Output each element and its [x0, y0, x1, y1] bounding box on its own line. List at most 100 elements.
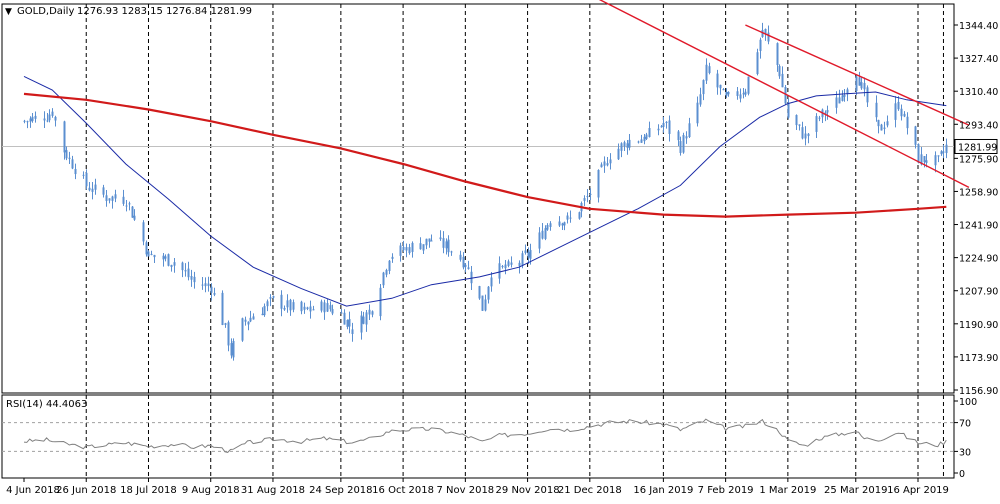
x-tick-label: 29 Nov 2018: [496, 485, 560, 496]
candle-body: [102, 187, 105, 195]
candle-body: [815, 116, 818, 132]
candle-body: [51, 111, 54, 116]
candle-body: [609, 159, 612, 164]
candle-body: [464, 264, 467, 267]
candle-body: [645, 134, 648, 139]
candle-body: [637, 141, 640, 143]
x-tick-label: 21 Dec 2018: [558, 485, 622, 496]
candle-body: [527, 251, 530, 258]
x-tick-label: 9 Aug 2018: [182, 485, 240, 496]
candle-body: [371, 311, 374, 315]
candle-body: [323, 302, 326, 313]
candle-body: [507, 261, 510, 266]
candle-body: [648, 128, 651, 138]
candle-body: [541, 230, 544, 239]
candle-body: [244, 319, 247, 322]
candle-body: [430, 240, 433, 242]
candle-body: [677, 131, 680, 141]
candle-body: [880, 124, 883, 131]
candle-body: [362, 316, 365, 324]
candle-body: [340, 312, 343, 314]
header-triangle-icon[interactable]: ▼: [5, 7, 12, 17]
moving-average-blue: [23, 75, 947, 307]
candle-body: [204, 283, 207, 287]
candle-body: [105, 195, 108, 201]
candle-body: [210, 286, 213, 293]
y-tick-label: 1224.90: [959, 254, 998, 265]
candle-body: [866, 87, 869, 103]
candle-body: [193, 276, 196, 283]
candle-body: [518, 262, 521, 267]
rsi-levels-layer: [2, 422, 954, 452]
candle-body: [280, 294, 283, 309]
candle-body: [855, 76, 858, 92]
candle-body: [807, 133, 810, 137]
candle-body: [498, 263, 501, 279]
x-tick-label: 16 Oct 2018: [372, 485, 434, 496]
candle-body: [679, 141, 682, 153]
candle-body: [351, 329, 354, 334]
candle-body: [343, 312, 346, 325]
x-tick-label: 1 Mar 2019: [759, 485, 816, 496]
candle-body: [643, 136, 646, 142]
candle-body: [925, 160, 928, 163]
candle-body: [558, 221, 561, 226]
candle-body: [589, 193, 592, 195]
candle-body: [600, 164, 603, 168]
candle-body: [249, 317, 252, 322]
y-tick-label: 1241.90: [959, 221, 998, 232]
candle-body: [408, 247, 411, 254]
candle-body: [626, 143, 629, 148]
x-tick-label: 7 Feb 2019: [698, 485, 754, 496]
y-axis-labels: 1344.40 1327.40 1310.40 1293.40 1275.90 1258.…: [954, 21, 998, 397]
candle-body: [91, 188, 94, 192]
candle-body: [546, 225, 549, 230]
candle-body: [23, 120, 26, 122]
candle-body: [422, 244, 425, 251]
candle-body: [688, 123, 691, 138]
candle-body: [108, 198, 111, 201]
candle-body: [725, 91, 728, 96]
main-plot-frame: [1, 3, 955, 394]
x-tick-label: 16 Apr 2019: [887, 485, 949, 496]
candle-body: [696, 102, 699, 124]
rsi-plot-frame: [1, 394, 955, 479]
candle-body: [71, 159, 74, 169]
x-tick-label: 25 Mar 2019: [824, 485, 887, 496]
candle-body: [402, 246, 405, 251]
candle-body: [266, 301, 269, 307]
candle-body: [292, 302, 295, 310]
candle-body: [88, 187, 91, 191]
current-price-label: 1281.99: [958, 142, 997, 153]
y-tick-label: 1173.90: [959, 353, 998, 364]
candle-body: [419, 243, 422, 250]
rsi-title: RSI(14) 44.4063: [6, 399, 87, 410]
candle-body: [173, 262, 176, 266]
candle-body: [934, 155, 937, 166]
rsi-y-axis-labels: 100 70 30 0: [954, 397, 977, 480]
candle-body: [906, 116, 909, 129]
candle-body: [490, 277, 493, 287]
candle-body: [184, 270, 187, 272]
candle-body: [657, 128, 660, 131]
candle-body: [224, 323, 227, 325]
candle-body: [764, 28, 767, 34]
candle-body: [309, 306, 312, 312]
candle-body: [942, 151, 945, 153]
candle-body: [784, 86, 787, 104]
candle-body: [583, 198, 586, 201]
candle-body: [252, 316, 255, 320]
candle-body: [411, 242, 414, 252]
candle-body: [54, 116, 57, 121]
candle-body: [145, 242, 148, 255]
candle-body: [798, 124, 801, 126]
candle-body: [65, 150, 68, 159]
candle-body: [306, 307, 309, 309]
x-tick-label: 4 Jun 2018: [6, 485, 60, 496]
y-tick-label: 1327.40: [959, 54, 998, 65]
candle-body: [269, 297, 272, 299]
candle-body: [897, 101, 900, 110]
candle-body: [538, 232, 541, 249]
